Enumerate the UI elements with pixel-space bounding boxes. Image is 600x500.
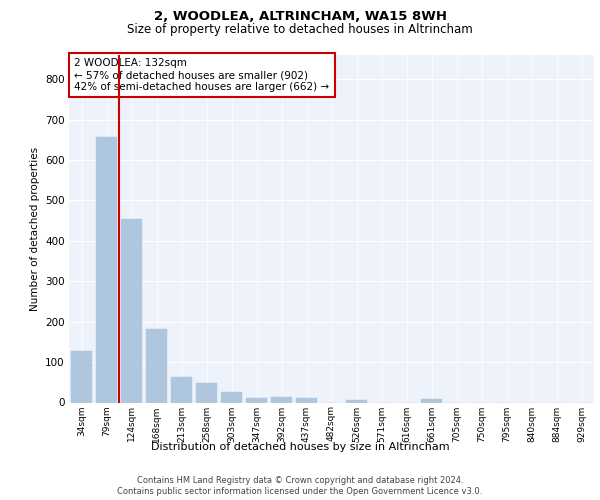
Bar [121,220,142,402]
Text: Contains public sector information licensed under the Open Government Licence v3: Contains public sector information licen… [118,488,482,496]
Bar [221,392,242,402]
Text: Size of property relative to detached houses in Altrincham: Size of property relative to detached ho… [127,22,473,36]
Bar [146,328,167,402]
Text: 2 WOODLEA: 132sqm
← 57% of detached houses are smaller (902)
42% of semi-detache: 2 WOODLEA: 132sqm ← 57% of detached hous… [74,58,329,92]
Text: 2, WOODLEA, ALTRINCHAM, WA15 8WH: 2, WOODLEA, ALTRINCHAM, WA15 8WH [154,10,446,23]
Bar [171,377,192,402]
Text: Contains HM Land Registry data © Crown copyright and database right 2024.: Contains HM Land Registry data © Crown c… [137,476,463,485]
Bar [96,136,117,402]
Bar [196,383,217,402]
Bar [271,397,292,402]
Bar [71,351,92,403]
Bar [346,400,367,402]
Y-axis label: Number of detached properties: Number of detached properties [29,146,40,311]
Bar [421,400,442,402]
Bar [246,398,267,402]
Text: Distribution of detached houses by size in Altrincham: Distribution of detached houses by size … [151,442,449,452]
Bar [296,398,317,402]
